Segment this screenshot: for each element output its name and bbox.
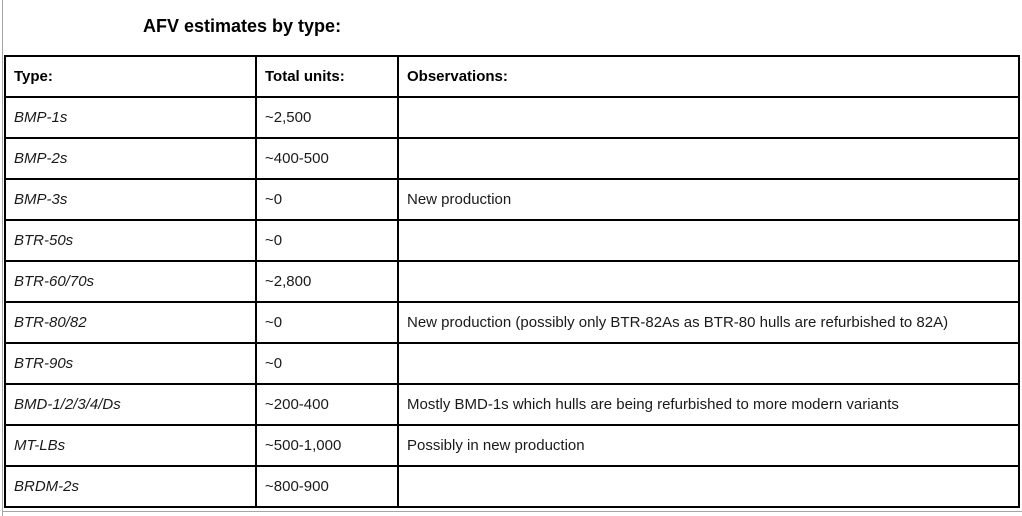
table-title: AFV estimates by type:	[143, 16, 342, 36]
header-observations: Observations:	[397, 55, 1020, 98]
observations-cell: New production	[397, 178, 1020, 221]
observations-cell	[397, 96, 1020, 139]
type-cell: BTR-90s	[4, 342, 257, 385]
page-edge-horizontal-line	[2, 511, 1022, 512]
total-units-cell: ~2,500	[255, 96, 399, 139]
observations-cell	[397, 465, 1020, 508]
total-units-cell: ~800-900	[255, 465, 399, 508]
type-cell: BTR-50s	[4, 219, 257, 262]
type-cell: BTR-80/82	[4, 301, 257, 344]
table-row: BTR-50s ~0	[4, 219, 1020, 262]
table-row: BTR-80/82 ~0 New production (possibly on…	[4, 301, 1020, 344]
table-row: BMP-1s ~2,500	[4, 96, 1020, 139]
table-row: BMD-1/2/3/4/Ds ~200-400 Mostly BMD-1s wh…	[4, 383, 1020, 426]
table-row: BTR-60/70s ~2,800	[4, 260, 1020, 303]
total-units-cell: ~0	[255, 301, 399, 344]
table-row: MT-LBs ~500-1,000 Possibly in new produc…	[4, 424, 1020, 467]
total-units-cell: ~200-400	[255, 383, 399, 426]
table-row: BRDM-2s ~800-900	[4, 465, 1020, 508]
type-cell: BRDM-2s	[4, 465, 257, 508]
table-row: BMP-2s ~400-500	[4, 137, 1020, 180]
total-units-cell: ~2,800	[255, 260, 399, 303]
table-row: BTR-90s ~0	[4, 342, 1020, 385]
header-row: Type: Total units: Observations:	[4, 55, 1020, 98]
total-units-cell: ~0	[255, 219, 399, 262]
observations-cell: Possibly in new production	[397, 424, 1020, 467]
header-type: Type:	[4, 55, 257, 98]
total-units-cell: ~400-500	[255, 137, 399, 180]
type-cell: BMP-3s	[4, 178, 257, 221]
observations-cell	[397, 342, 1020, 385]
observations-cell: New production (possibly only BTR-82As a…	[397, 301, 1020, 344]
observations-cell	[397, 260, 1020, 303]
header-total-units: Total units:	[255, 55, 399, 98]
type-cell: MT-LBs	[4, 424, 257, 467]
observations-cell	[397, 137, 1020, 180]
observations-cell	[397, 219, 1020, 262]
page-edge-vertical-line	[2, 0, 3, 516]
total-units-cell: ~0	[255, 342, 399, 385]
total-units-cell: ~500-1,000	[255, 424, 399, 467]
type-cell: BMP-2s	[4, 137, 257, 180]
type-cell: BMP-1s	[4, 96, 257, 139]
afv-estimates-table: Type: Total units: Observations: BMP-1s …	[4, 55, 1020, 508]
total-units-cell: ~0	[255, 178, 399, 221]
table-row: BMP-3s ~0 New production	[4, 178, 1020, 221]
type-cell: BTR-60/70s	[4, 260, 257, 303]
observations-cell: Mostly BMD-1s which hulls are being refu…	[397, 383, 1020, 426]
type-cell: BMD-1/2/3/4/Ds	[4, 383, 257, 426]
